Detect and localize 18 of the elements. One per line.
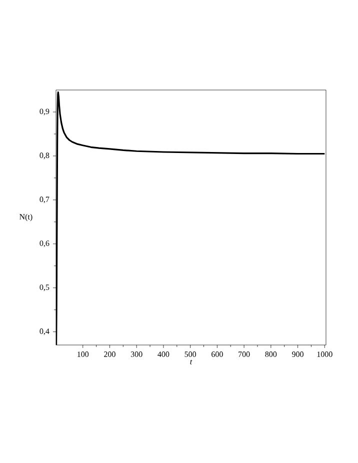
x-tick-label: 200 [104, 352, 116, 357]
x-tick-label: 300 [130, 352, 142, 357]
y-tick-label: 0,9 [40, 108, 50, 116]
x-tick-label: 100 [78, 352, 89, 357]
x-tick-label: 700 [238, 352, 250, 357]
x-tick-label: 600 [212, 352, 223, 357]
x-tick-label: 800 [265, 352, 277, 357]
x-tick-label: 1000 [317, 352, 332, 357]
y-tick-label: 0,4 [40, 328, 50, 336]
x-tick-label: 400 [158, 352, 170, 357]
x-tick-label: 900 [292, 352, 304, 357]
y-tick-label: 0,6 [40, 240, 50, 248]
y-tick-label: 0,7 [40, 196, 50, 204]
y-axis-title: N(t) [20, 214, 32, 222]
x-tick-label: 500 [184, 352, 196, 357]
x-axis-title: t [190, 360, 192, 364]
y-tick-label: 0,5 [40, 284, 50, 292]
y-tick-label: 0,8 [40, 152, 50, 160]
